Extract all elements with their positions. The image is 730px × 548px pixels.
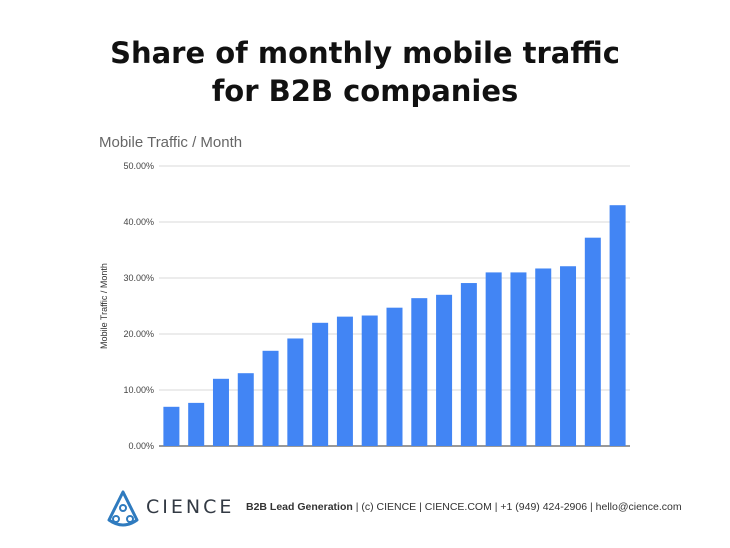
bar: [411, 298, 428, 446]
y-tick-label: 30.00%: [123, 273, 154, 283]
bar: [609, 205, 626, 446]
bar-chart: Mobile Traffic / Month 0.00% 10.00% 20.00%…: [99, 134, 630, 451]
bar: [560, 266, 577, 446]
bar: [460, 283, 477, 446]
headline-line-2: for B2B companies: [211, 74, 519, 108]
y-tick-label: 0.00%: [128, 441, 154, 451]
bar: [510, 272, 527, 446]
headline: Share of monthly mobile traffic for B2B …: [0, 34, 730, 110]
footer-contact-details: | (c) CIENCE | CIENCE.COM | +1 (949) 424…: [352, 501, 682, 513]
cience-logo-icon: [107, 490, 139, 527]
bar: [287, 338, 304, 446]
bar: [386, 307, 403, 446]
bar: [485, 272, 502, 446]
bar: [436, 294, 453, 446]
y-tick-label: 50.00%: [123, 161, 154, 171]
y-tick-label: 40.00%: [123, 217, 154, 227]
bar: [262, 350, 279, 446]
chart-title: Mobile Traffic / Month: [99, 134, 242, 151]
footer: CIENCE B2B Lead Generation | (c) CIENCE …: [0, 484, 730, 534]
bar: [584, 237, 601, 446]
bar: [336, 316, 353, 446]
bars: [163, 205, 626, 446]
bar: [237, 373, 254, 446]
bar: [163, 406, 180, 446]
bar: [535, 268, 552, 446]
y-tick-labels: 0.00% 10.00% 20.00% 30.00% 40.00% 50.00%: [123, 161, 154, 451]
bar: [188, 402, 205, 446]
y-axis-label: Mobile Traffic / Month: [99, 263, 109, 349]
y-tick-label: 20.00%: [123, 329, 154, 339]
y-tick-label: 10.00%: [123, 385, 154, 395]
headline-line-1: Share of monthly mobile traffic: [110, 36, 620, 70]
brand-name: CIENCE: [146, 496, 235, 518]
footer-contact-line: B2B Lead Generation | (c) CIENCE | CIENC…: [246, 501, 682, 513]
bar: [312, 322, 329, 446]
bar: [212, 378, 229, 446]
footer-tagline: B2B Lead Generation: [246, 501, 353, 513]
bar: [361, 315, 378, 446]
